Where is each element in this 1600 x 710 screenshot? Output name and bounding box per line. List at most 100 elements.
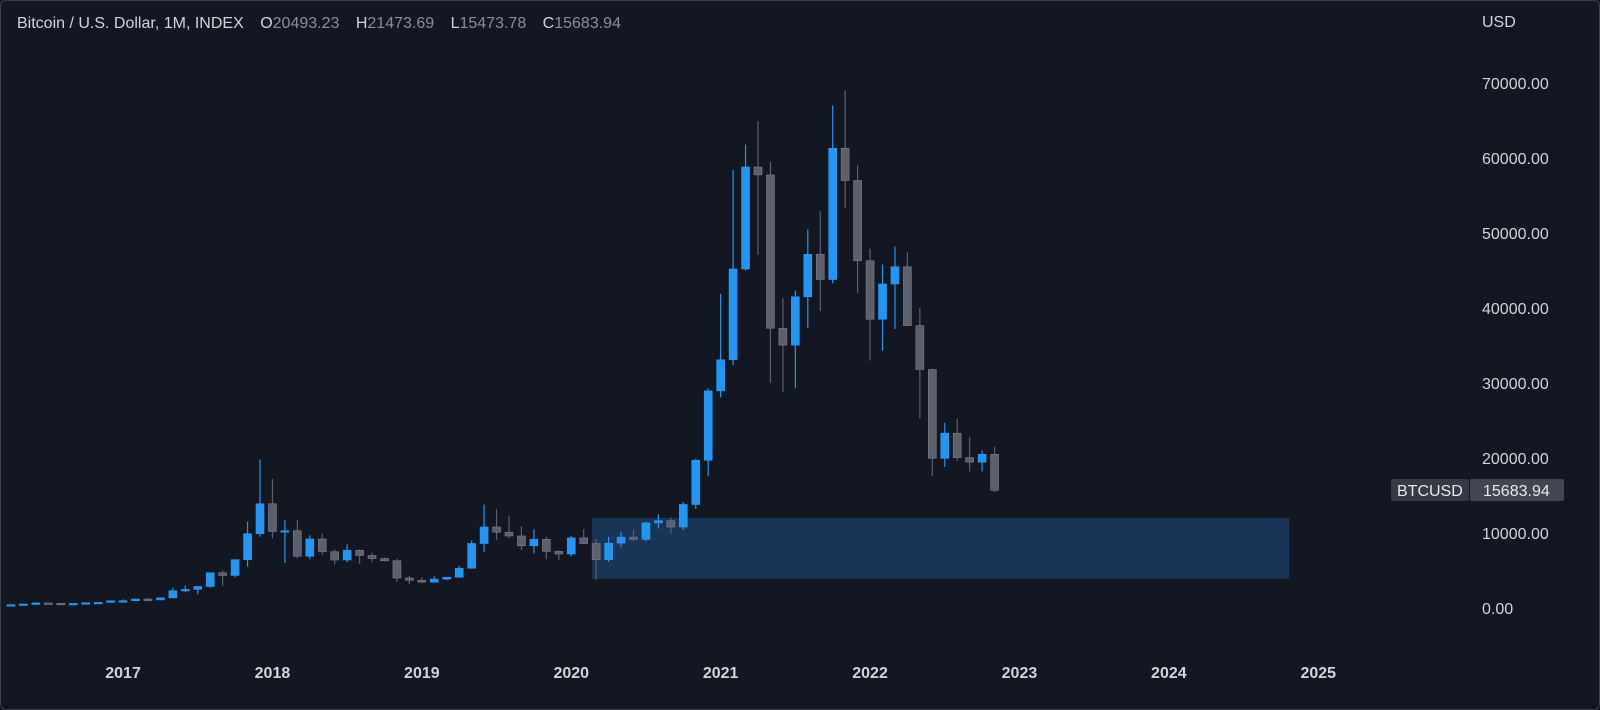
candle[interactable]	[218, 570, 227, 587]
candle-body	[828, 147, 838, 280]
candle[interactable]	[815, 211, 825, 311]
candle[interactable]	[156, 597, 165, 601]
candle[interactable]	[492, 509, 501, 540]
candle[interactable]	[479, 504, 489, 552]
candle[interactable]	[68, 603, 78, 606]
candle[interactable]	[517, 526, 526, 551]
candle[interactable]	[629, 530, 638, 542]
candle[interactable]	[803, 229, 813, 329]
candle[interactable]	[990, 446, 999, 492]
candle[interactable]	[903, 252, 912, 326]
candle[interactable]	[305, 535, 315, 560]
candles-layer	[6, 90, 999, 607]
symbol-title[interactable]: Bitcoin / U.S. Dollar, 1M, INDEX	[17, 15, 244, 32]
candle[interactable]	[106, 600, 115, 603]
candle[interactable]	[641, 521, 651, 542]
candle-body	[6, 604, 16, 607]
candle[interactable]	[504, 515, 514, 539]
candle[interactable]	[56, 603, 66, 606]
candle[interactable]	[31, 602, 41, 605]
candle[interactable]	[131, 598, 140, 602]
candle[interactable]	[429, 576, 439, 583]
candle[interactable]	[716, 293, 725, 398]
candle[interactable]	[19, 603, 28, 606]
candle[interactable]	[168, 587, 178, 599]
candle[interactable]	[604, 536, 613, 562]
candle[interactable]	[566, 536, 576, 557]
candle[interactable]	[193, 586, 203, 595]
candle[interactable]	[616, 532, 626, 548]
candle[interactable]	[367, 552, 377, 563]
candle[interactable]	[392, 558, 402, 582]
candle[interactable]	[44, 602, 53, 605]
candle[interactable]	[952, 419, 962, 461]
candle[interactable]	[6, 604, 16, 607]
open-value: 20493.23	[272, 15, 340, 32]
candle[interactable]	[591, 539, 601, 580]
candle[interactable]	[81, 602, 90, 605]
last-price-value-box	[1470, 479, 1564, 501]
candle[interactable]	[355, 549, 364, 564]
candle[interactable]	[405, 575, 414, 584]
candle[interactable]	[554, 550, 564, 560]
candle[interactable]	[181, 585, 190, 593]
candle[interactable]	[728, 170, 738, 365]
candle[interactable]	[417, 577, 427, 584]
candle[interactable]	[317, 533, 327, 555]
candle[interactable]	[741, 144, 750, 271]
candle[interactable]	[666, 517, 676, 534]
candle[interactable]	[243, 521, 252, 567]
candle-body	[853, 180, 862, 262]
candle-body	[554, 551, 564, 555]
price-axis[interactable]: USD 0.00 10000.00 20000.00 30000.00 40000.00…	[1482, 14, 1549, 618]
candle[interactable]	[268, 479, 277, 539]
low-value: 15473.78	[459, 15, 527, 32]
candle[interactable]	[915, 308, 925, 419]
candle[interactable]	[853, 164, 862, 293]
candle[interactable]	[442, 576, 452, 581]
candle[interactable]	[454, 566, 464, 578]
candle[interactable]	[280, 520, 290, 563]
candle[interactable]	[865, 248, 875, 361]
highlight-zone[interactable]	[592, 518, 1290, 579]
candle-body	[230, 559, 240, 576]
candle[interactable]	[255, 459, 265, 537]
price-tick-label: 50000.00	[1482, 226, 1549, 243]
candle[interactable]	[828, 105, 838, 284]
candle[interactable]	[766, 161, 775, 383]
candle[interactable]	[890, 246, 900, 330]
candle[interactable]	[654, 514, 663, 529]
candle[interactable]	[93, 602, 103, 605]
candle[interactable]	[467, 540, 476, 569]
candle[interactable]	[230, 559, 240, 578]
candle-body	[654, 520, 663, 524]
candle[interactable]	[293, 520, 302, 559]
candle[interactable]	[579, 529, 589, 545]
candle[interactable]	[791, 290, 800, 389]
candle[interactable]	[840, 90, 850, 209]
candle[interactable]	[778, 298, 788, 392]
candle[interactable]	[330, 549, 340, 565]
candle[interactable]	[205, 572, 215, 588]
candle-body	[529, 539, 539, 547]
candle[interactable]	[878, 264, 887, 351]
candle-body	[753, 166, 763, 176]
candle-body	[965, 457, 974, 463]
candle[interactable]	[965, 437, 974, 472]
candle[interactable]	[678, 502, 688, 530]
candle-body	[504, 531, 514, 537]
candle[interactable]	[380, 557, 389, 562]
candle[interactable]	[118, 599, 128, 603]
candle[interactable]	[542, 536, 551, 560]
candle[interactable]	[143, 597, 153, 602]
candle[interactable]	[703, 388, 713, 476]
candle[interactable]	[940, 422, 950, 467]
candle[interactable]	[753, 121, 763, 255]
candle[interactable]	[977, 450, 987, 472]
time-axis[interactable]: 2017 2018 2019 2020 2021 2022 2023 2024 2025	[105, 665, 1336, 682]
candle[interactable]	[927, 368, 937, 476]
candle[interactable]	[342, 544, 352, 563]
candle[interactable]	[691, 458, 701, 509]
candle[interactable]	[529, 529, 539, 554]
